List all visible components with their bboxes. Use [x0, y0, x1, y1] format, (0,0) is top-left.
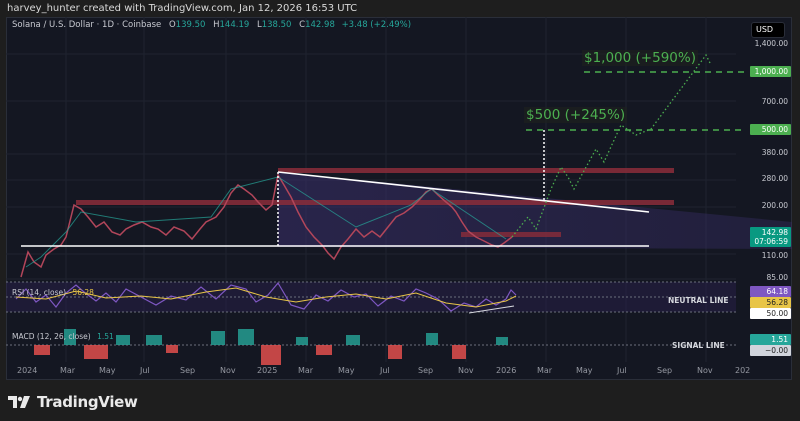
rsi-divergence-line	[468, 305, 515, 314]
symbol-info[interactable]: Solana / U.S. Dollar · 1D · Coinbase O13…	[12, 20, 411, 30]
price-path-up	[25, 176, 507, 268]
time-tick: May	[576, 366, 593, 375]
signal-line-label: SIGNAL LINE	[672, 341, 725, 350]
time-tick: Mar	[60, 366, 76, 375]
open-value: 139.50	[175, 20, 206, 30]
time-tick: 2024	[17, 366, 38, 375]
resistance-band-middle	[76, 200, 674, 205]
macd-value: 1.51	[97, 332, 114, 341]
time-tick: Nov	[220, 366, 236, 375]
resistance-band-upper	[278, 168, 674, 173]
rsi-ma-tag: 56.28	[750, 297, 791, 308]
resistance-band-local	[461, 232, 561, 237]
low-value: 138.50	[261, 20, 292, 30]
price-tick: 200.00	[761, 201, 788, 210]
time-tick: 2026	[496, 366, 517, 375]
price-tick: 110.00	[761, 251, 788, 260]
symbol-title: Solana / U.S. Dollar · 1D · Coinbase	[12, 20, 162, 30]
high-label: H	[213, 20, 220, 30]
rsi-label[interactable]: RSI (14, close) 56.28	[12, 288, 94, 297]
close-value: 142.98	[305, 20, 335, 30]
target-500-label: $500 (+245%)	[524, 107, 628, 123]
close-label: C	[299, 20, 306, 30]
price-tag-1000: 1,000.00	[750, 66, 791, 77]
price-path	[20, 172, 513, 278]
current-price-tag: 142.98 07:06:59	[750, 227, 791, 247]
time-tick: Jul	[617, 366, 627, 375]
time-tick: May	[99, 366, 116, 375]
time-tick: Mar	[298, 366, 314, 375]
rsi-name: RSI (14, close)	[12, 288, 67, 297]
change-value: +3.48 (+2.49%)	[341, 20, 412, 30]
brand-name: TradingView	[37, 393, 138, 411]
price-tick: 700.00	[761, 97, 788, 106]
time-tick: Nov	[697, 366, 713, 375]
macd-histogram	[34, 329, 508, 365]
price-tick: 380.00	[761, 148, 788, 157]
rsi-neutral-tag: 50.00	[750, 308, 791, 319]
triangle-pattern-fill	[278, 172, 792, 249]
price-tag-500: 500.00	[750, 124, 791, 135]
target-1000-label: $1,000 (+590%)	[582, 50, 698, 66]
macd-zero-tag: −0.00	[750, 345, 791, 356]
time-tick: 2025	[257, 366, 278, 375]
price-tick: 85.00	[766, 273, 788, 282]
time-tick: Nov	[458, 366, 474, 375]
high-value: 144.19	[219, 20, 250, 30]
chart-plot[interactable]	[6, 17, 792, 380]
bar-countdown: 07:06:59	[754, 237, 788, 246]
time-tick: Jul	[140, 366, 150, 375]
tradingview-logo-icon	[8, 396, 30, 408]
macd-name: MACD (12, 26, close)	[12, 332, 91, 341]
time-tick: May	[338, 366, 355, 375]
time-tick: Sep	[657, 366, 673, 375]
currency-button[interactable]: USD	[751, 22, 785, 38]
tradingview-logo[interactable]: TradingView	[8, 393, 138, 411]
time-tick: 202	[735, 366, 751, 375]
open-label: O	[168, 20, 176, 30]
attribution-text: harvey_hunter created with TradingView.c…	[7, 3, 358, 14]
rsi-ma-line	[15, 287, 517, 308]
rsi-ma-value: 56.28	[72, 288, 94, 297]
time-tick: Sep	[180, 366, 196, 375]
current-price: 142.98	[761, 228, 788, 237]
macd-tag: 1.51	[750, 334, 791, 345]
descending-trendline[interactable]	[277, 171, 650, 213]
price-tick: 280.00	[761, 174, 788, 183]
neutral-line-label: NEUTRAL LINE	[668, 296, 729, 305]
time-tick: Mar	[537, 366, 553, 375]
time-tick: Sep	[418, 366, 434, 375]
price-tick: 1,400.00	[754, 39, 788, 48]
macd-label[interactable]: MACD (12, 26, close) 1.51	[12, 332, 114, 341]
low-label: L	[256, 20, 262, 30]
time-tick: Jul	[380, 366, 390, 375]
rsi-tag: 64.18	[750, 286, 791, 297]
